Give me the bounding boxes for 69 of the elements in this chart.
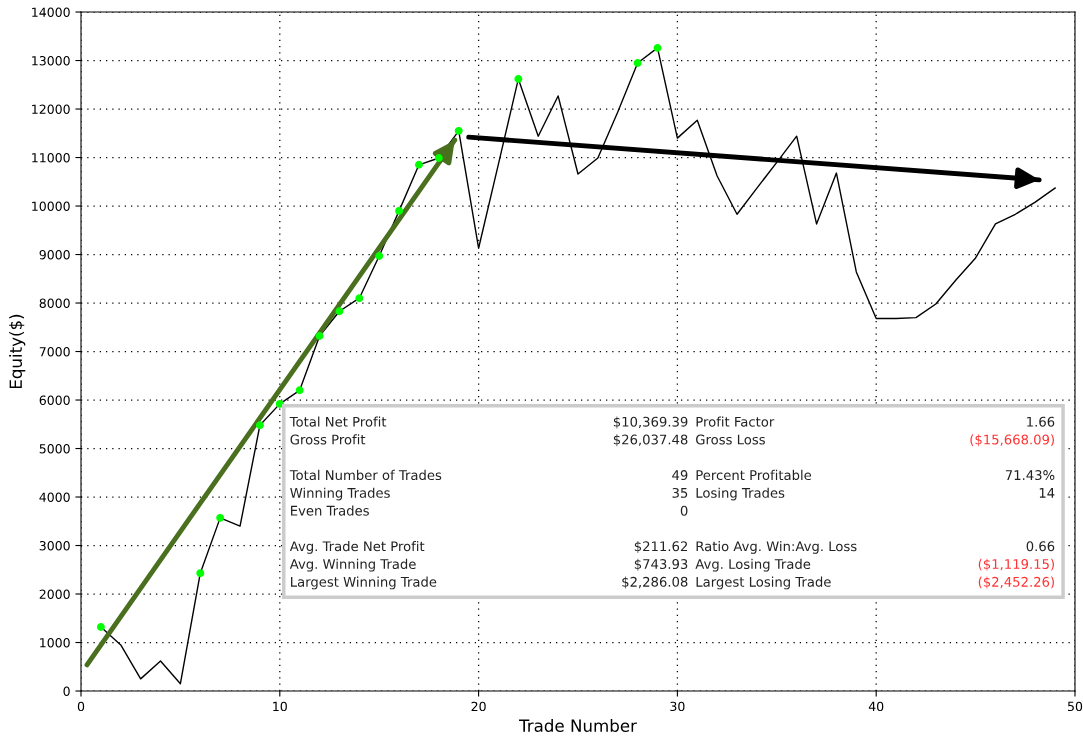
point bbox=[196, 569, 205, 578]
point bbox=[653, 43, 662, 52]
y-tick-label: 11000 bbox=[32, 153, 70, 163]
point bbox=[633, 59, 642, 67]
y-tick-label: 13000 bbox=[32, 56, 70, 66]
x-tick-label: 50 bbox=[1068, 701, 1083, 712]
point bbox=[335, 307, 344, 316]
x-axis-title: Trade Number bbox=[519, 719, 637, 732]
annotation: Losing Trades bbox=[696, 487, 785, 501]
y-tick-label: 3000 bbox=[39, 540, 70, 551]
annotation: Even Trades bbox=[291, 505, 369, 516]
y-tick-label: 7000 bbox=[39, 346, 70, 357]
point bbox=[96, 623, 105, 631]
x-tick-label: 0 bbox=[77, 701, 85, 712]
annotation: Profit Factor bbox=[696, 416, 775, 427]
annotation: $10,369.39 bbox=[613, 416, 688, 429]
y-tick-label: 6000 bbox=[39, 395, 70, 405]
point bbox=[315, 332, 324, 340]
annotation: 14 bbox=[1039, 488, 1055, 498]
y-tick-label: 10000 bbox=[32, 201, 70, 211]
annotation: $26,037.48 bbox=[613, 434, 688, 447]
annotation: 71.43% bbox=[1005, 470, 1055, 481]
annotation: Total Number of Trades bbox=[289, 469, 442, 481]
annotation: ($2,452.26) bbox=[978, 576, 1054, 589]
point bbox=[395, 206, 404, 215]
point bbox=[275, 399, 284, 408]
point bbox=[355, 294, 364, 303]
annotation: 1.66 bbox=[1027, 416, 1055, 427]
x-tick-label: 40 bbox=[868, 701, 884, 712]
annotation: Largest Winning Trade bbox=[291, 576, 437, 590]
annotation: $211.62 bbox=[634, 541, 688, 553]
y-tick-label: 14000 bbox=[32, 7, 70, 17]
annotation: Gross Profit bbox=[290, 434, 366, 445]
annotation: Winning Trades bbox=[290, 487, 390, 501]
point bbox=[375, 252, 384, 260]
annotation: 0.66 bbox=[1026, 541, 1055, 552]
annotation: Avg. Winning Trade bbox=[289, 558, 416, 572]
annotation: Largest Losing Trade bbox=[696, 576, 831, 590]
annotation: Gross Loss bbox=[696, 434, 765, 445]
y-tick-label: 12000 bbox=[32, 104, 70, 114]
annotation: 0 bbox=[680, 505, 688, 516]
y-tick-label: 0 bbox=[63, 686, 70, 696]
y-tick-label: 8000 bbox=[39, 298, 70, 308]
y-tick-label: 2000 bbox=[39, 589, 70, 599]
y-axis-title: Equity($) bbox=[9, 314, 26, 389]
y-tick-label: 9000 bbox=[39, 250, 70, 260]
annotation: ($15,668.09) bbox=[970, 434, 1054, 447]
annotation: $2,286.08 bbox=[622, 576, 688, 589]
annotation: Avg. Trade Net Profit bbox=[289, 541, 425, 554]
annotation: 35 bbox=[672, 487, 688, 498]
annotation: Total Net Profit bbox=[289, 416, 387, 427]
y-tick-label: 4000 bbox=[39, 492, 70, 502]
annotation: Avg. Losing Trade bbox=[695, 558, 811, 572]
x-tick-label: 20 bbox=[471, 701, 486, 712]
annotation: ($1,119.15) bbox=[978, 558, 1054, 571]
y-tick-label: 5000 bbox=[39, 443, 70, 454]
annotation: Ratio Avg. Win:Avg. Loss bbox=[696, 541, 857, 554]
x-tick-label: 10 bbox=[273, 701, 287, 712]
point bbox=[216, 513, 225, 522]
annotation: 49 bbox=[672, 470, 688, 481]
point bbox=[415, 160, 423, 169]
point bbox=[255, 421, 264, 430]
annotation: Percent Profitable bbox=[696, 469, 812, 481]
point bbox=[514, 75, 523, 83]
x-tick-label: 30 bbox=[670, 701, 685, 712]
point bbox=[295, 386, 304, 395]
annotation: $743.93 bbox=[634, 558, 688, 571]
y-tick-label: 1000 bbox=[40, 637, 70, 648]
point bbox=[454, 126, 463, 135]
